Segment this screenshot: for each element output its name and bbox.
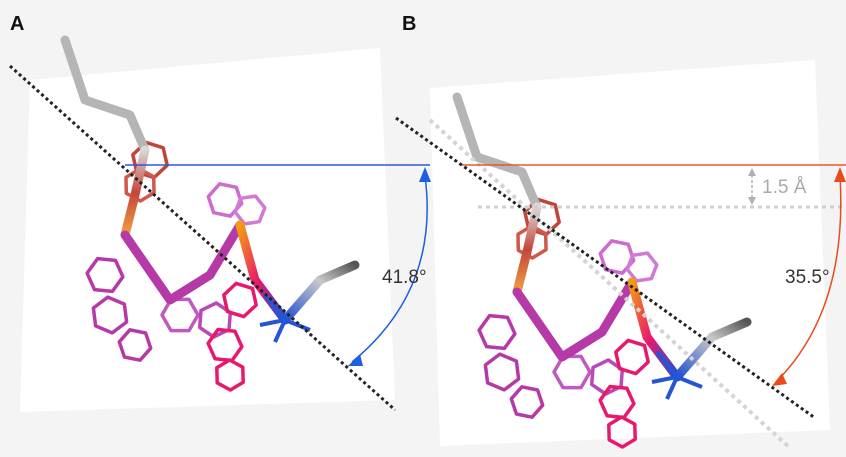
panel-label: A [10,13,24,35]
angle-label: 35.5° [785,267,830,288]
arrowhead [834,167,846,182]
figure: A 41.8° B 1.5 Å 35.5° [0,0,846,457]
arrowhead [419,167,431,182]
panel-label: B [402,13,416,35]
page: A 41.8° B 1.5 Å 35.5° (() => { const dat… [0,0,846,457]
angle-label: 41.8° [382,267,427,288]
offset-label: 1.5 Å [762,177,807,198]
panel-a-background [20,48,395,412]
